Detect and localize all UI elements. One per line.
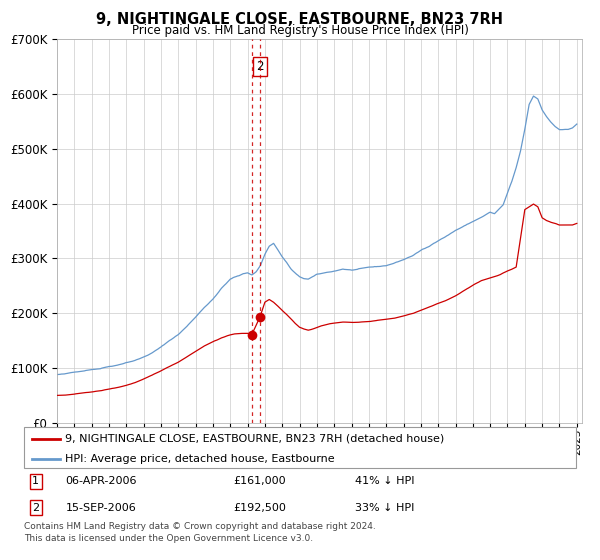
Text: 2: 2 xyxy=(256,60,263,73)
Text: 1: 1 xyxy=(32,477,39,486)
Text: 9, NIGHTINGALE CLOSE, EASTBOURNE, BN23 7RH: 9, NIGHTINGALE CLOSE, EASTBOURNE, BN23 7… xyxy=(97,12,503,27)
Text: 9, NIGHTINGALE CLOSE, EASTBOURNE, BN23 7RH (detached house): 9, NIGHTINGALE CLOSE, EASTBOURNE, BN23 7… xyxy=(65,433,445,444)
Text: 41% ↓ HPI: 41% ↓ HPI xyxy=(355,477,415,486)
Text: £161,000: £161,000 xyxy=(234,477,286,486)
Text: 2: 2 xyxy=(32,502,40,512)
Text: Price paid vs. HM Land Registry's House Price Index (HPI): Price paid vs. HM Land Registry's House … xyxy=(131,24,469,36)
Text: 06-APR-2006: 06-APR-2006 xyxy=(65,477,137,486)
Text: 15-SEP-2006: 15-SEP-2006 xyxy=(65,502,136,512)
Text: 33% ↓ HPI: 33% ↓ HPI xyxy=(355,502,415,512)
Text: £192,500: £192,500 xyxy=(234,502,287,512)
Text: HPI: Average price, detached house, Eastbourne: HPI: Average price, detached house, East… xyxy=(65,454,335,464)
FancyBboxPatch shape xyxy=(24,427,576,468)
Text: Contains HM Land Registry data © Crown copyright and database right 2024.
This d: Contains HM Land Registry data © Crown c… xyxy=(24,522,376,543)
